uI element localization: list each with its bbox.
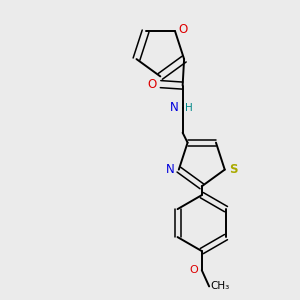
Text: S: S [229, 163, 238, 176]
Text: N: N [166, 163, 175, 176]
Text: O: O [179, 23, 188, 36]
Text: O: O [190, 265, 198, 275]
Text: O: O [148, 78, 157, 91]
Text: CH₃: CH₃ [211, 281, 230, 291]
Text: H: H [185, 103, 193, 113]
Text: N: N [170, 101, 179, 114]
